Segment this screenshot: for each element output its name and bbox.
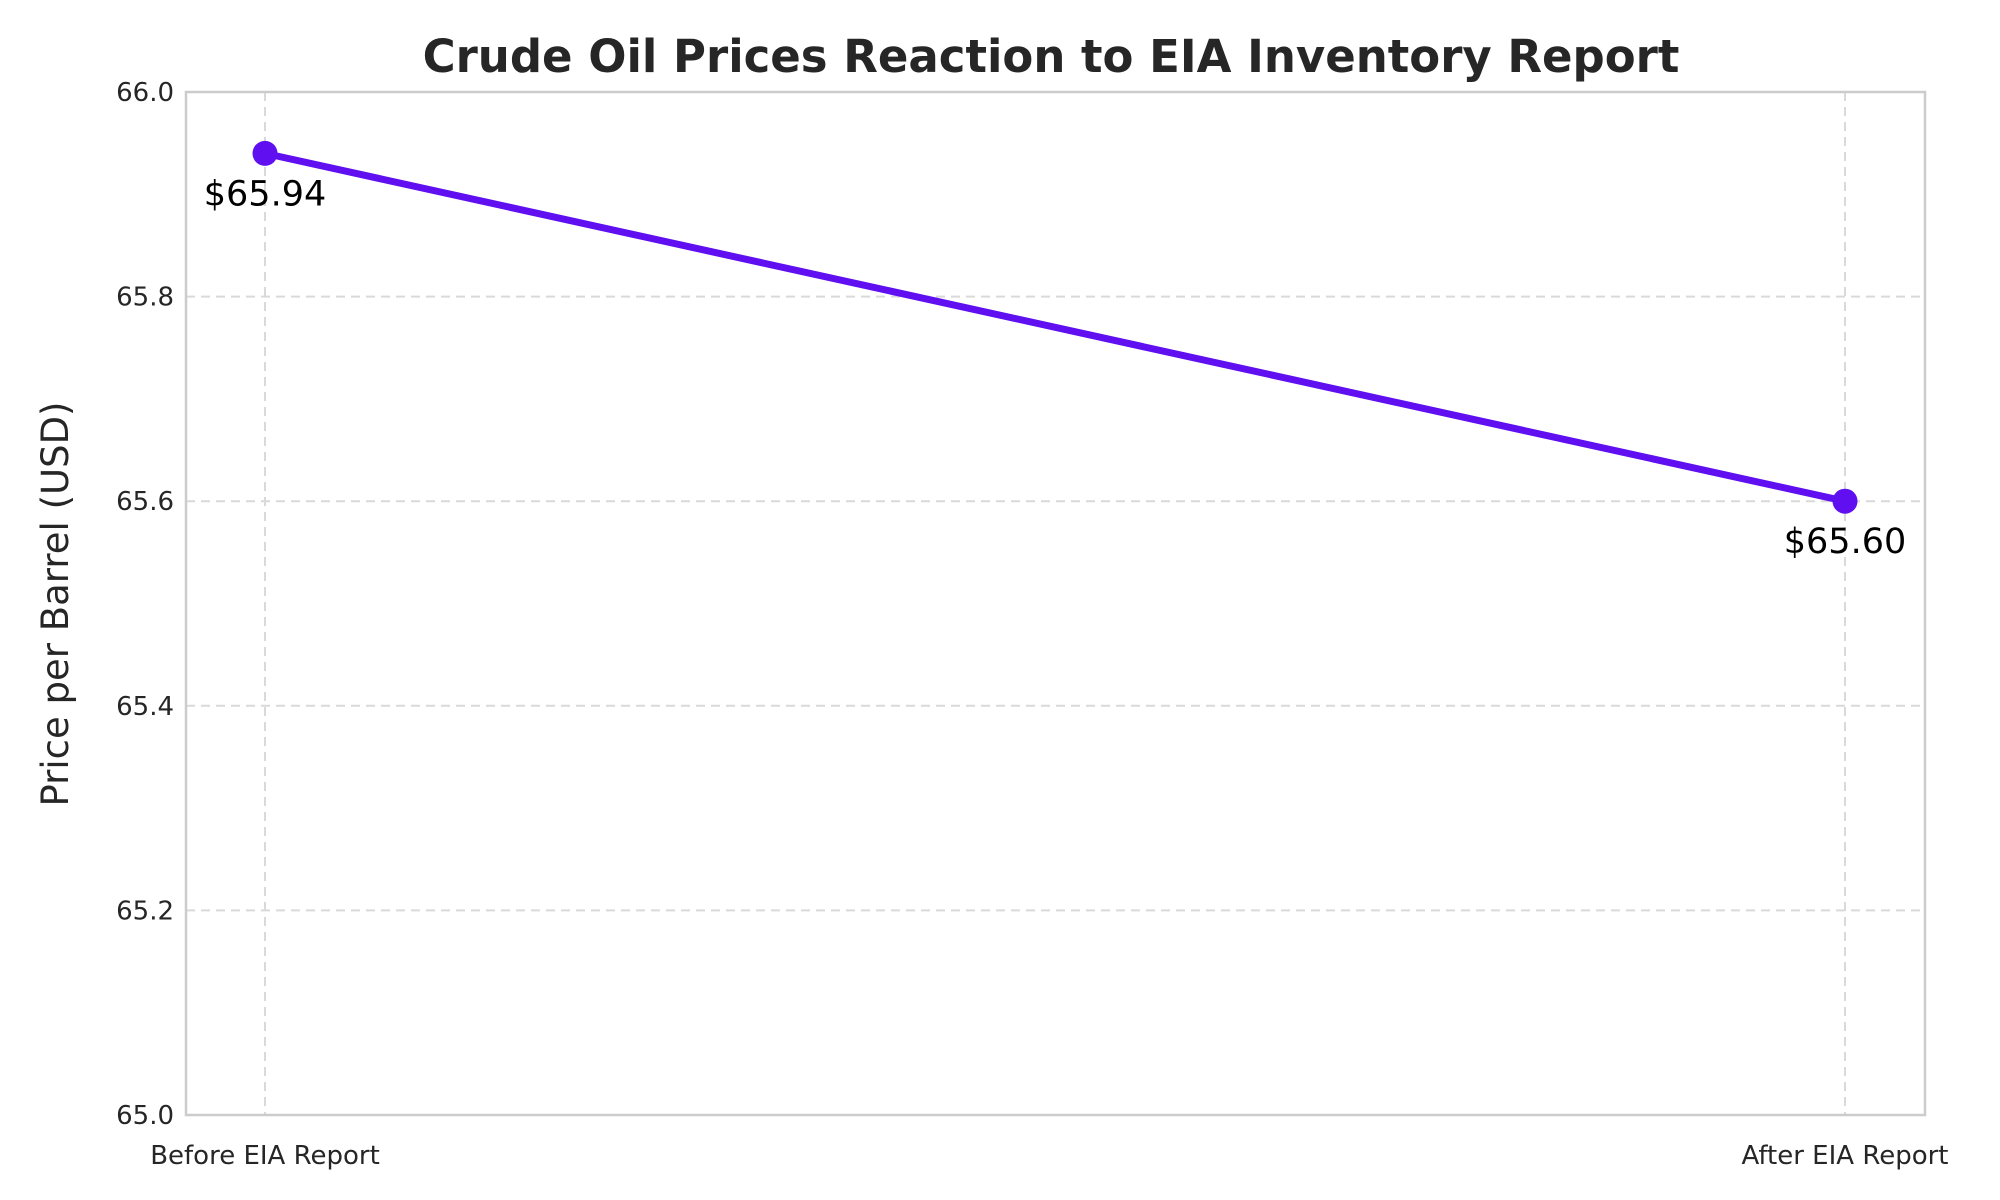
x-tick-label: Before EIA Report bbox=[150, 1141, 380, 1171]
grid bbox=[186, 92, 1925, 1115]
data-point bbox=[252, 140, 278, 166]
x-tick-label: After EIA Report bbox=[1741, 1141, 1948, 1171]
data-point bbox=[1832, 488, 1858, 514]
y-tick-label: 65.2 bbox=[116, 896, 174, 926]
y-tick-label: 66.0 bbox=[116, 78, 174, 108]
y-tick-label: 65.0 bbox=[116, 1101, 174, 1131]
plot-frame bbox=[184, 90, 1927, 1117]
x-axis-ticks: Before EIA Report After EIA Report bbox=[150, 1141, 1948, 1171]
data-labels: $65.94 $65.60 bbox=[204, 174, 1906, 562]
y-tick-label: 65.4 bbox=[116, 692, 174, 722]
y-tick-label: 65.8 bbox=[116, 283, 174, 313]
data-label: $65.94 bbox=[204, 174, 326, 214]
y-tick-label: 65.6 bbox=[116, 487, 174, 517]
data-label: $65.60 bbox=[1784, 522, 1906, 562]
y-axis-ticks: 65.0 65.2 65.4 65.6 65.8 66.0 bbox=[116, 78, 174, 1131]
series bbox=[252, 140, 1858, 514]
y-axis-label: Price per Barrel (USD) bbox=[34, 402, 77, 807]
chart-title: Crude Oil Prices Reaction to EIA Invento… bbox=[423, 30, 1680, 83]
series-line bbox=[261, 149, 1849, 505]
